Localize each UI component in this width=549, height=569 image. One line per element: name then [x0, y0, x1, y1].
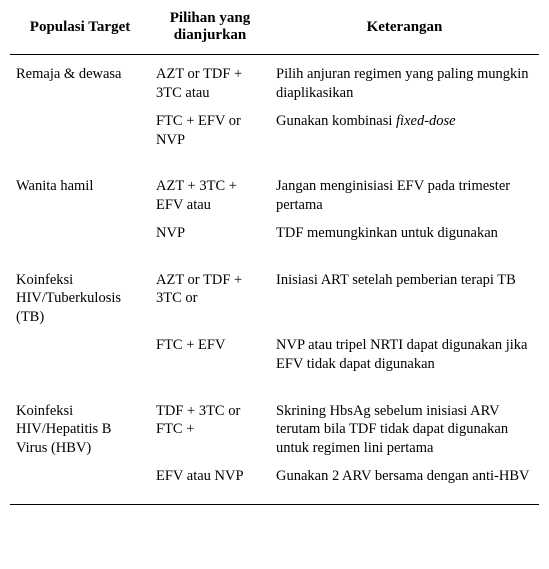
table-row: Koinfeksi HIV/Tuberkulosis (TB)AZT or TD… [10, 261, 539, 331]
header-keterangan: Keterangan [270, 4, 539, 55]
arv-regimen-table: Populasi Target Pilihan yang dianjurkan … [10, 4, 539, 505]
table-header-row: Populasi Target Pilihan yang dianjurkan … [10, 4, 539, 55]
row-spacer [10, 153, 539, 167]
cell-note: Jangan menginisiasi EFV pada trimester p… [270, 167, 539, 218]
arv-regimen-table-page: Populasi Target Pilihan yang dianjurkan … [0, 0, 549, 515]
cell-note: Gunakan kombinasi fixed-dose [270, 106, 539, 153]
cell-note: Gunakan 2 ARV bersama dengan anti-HBV [270, 461, 539, 490]
cell-option: TDF + 3TC or FTC + [150, 392, 270, 462]
cell-note: Inisiasi ART setelah pemberian terapi TB [270, 261, 539, 331]
table-body: Remaja & dewasaAZT or TDF + 3TC atauPili… [10, 55, 539, 505]
table-row: Wanita hamilAZT + 3TC + EFV atauJangan m… [10, 167, 539, 218]
table-row: EFV atau NVPGunakan 2 ARV bersama dengan… [10, 461, 539, 490]
cell-population [10, 330, 150, 377]
cell-note: TDF memungkinkan untuk digunakan [270, 218, 539, 247]
table-row: Koinfeksi HIV/Hepatitis B Virus (HBV)TDF… [10, 392, 539, 462]
cell-population: Wanita hamil [10, 167, 150, 218]
cell-option: AZT or TDF + 3TC atau [150, 55, 270, 107]
row-spacer [10, 247, 539, 261]
cell-option: EFV atau NVP [150, 461, 270, 490]
header-pilihan-dianjurkan: Pilihan yang dianjurkan [150, 4, 270, 55]
cell-population [10, 461, 150, 490]
header-populasi-target: Populasi Target [10, 4, 150, 55]
cell-option: AZT or TDF + 3TC or [150, 261, 270, 331]
table-row: FTC + EFV or NVPGunakan kombinasi fixed-… [10, 106, 539, 153]
table-row: Remaja & dewasaAZT or TDF + 3TC atauPili… [10, 55, 539, 107]
cell-option: FTC + EFV or NVP [150, 106, 270, 153]
table-row: NVPTDF memungkinkan untuk digunakan [10, 218, 539, 247]
cell-population: Remaja & dewasa [10, 55, 150, 107]
cell-note: Pilih anjuran regimen yang paling mungki… [270, 55, 539, 107]
cell-population: Koinfeksi HIV/Tuberkulosis (TB) [10, 261, 150, 331]
cell-population [10, 218, 150, 247]
table-row: FTC + EFVNVP atau tripel NRTI dapat digu… [10, 330, 539, 377]
cell-note: NVP atau tripel NRTI dapat digunakan jik… [270, 330, 539, 377]
table-bottom-rule [10, 504, 539, 505]
cell-option: FTC + EFV [150, 330, 270, 377]
row-spacer [10, 378, 539, 392]
cell-option: AZT + 3TC + EFV atau [150, 167, 270, 218]
row-spacer [10, 490, 539, 504]
cell-note: Skrining HbsAg sebelum inisiasi ARV teru… [270, 392, 539, 462]
cell-option: NVP [150, 218, 270, 247]
cell-population [10, 106, 150, 153]
cell-population: Koinfeksi HIV/Hepatitis B Virus (HBV) [10, 392, 150, 462]
